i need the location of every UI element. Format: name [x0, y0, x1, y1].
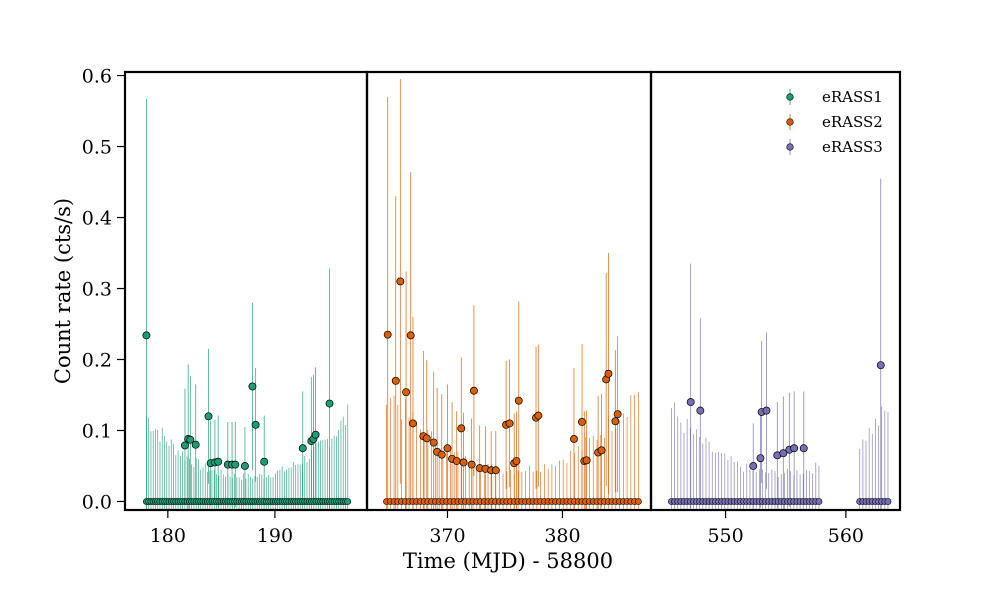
legend-marker	[786, 118, 794, 126]
x-axis-title: Time (MJD) - 58800	[403, 549, 613, 573]
data-point	[696, 406, 705, 415]
data-point	[240, 462, 249, 470]
data-point	[749, 462, 758, 470]
y-tick-label: 0.3	[82, 279, 112, 301]
y-axis-title: Count rate (cts/s)	[51, 198, 75, 384]
data-point	[491, 466, 500, 475]
y-tick-label: 0.6	[82, 66, 112, 88]
data-point	[409, 419, 417, 428]
x-tick-label: 560	[828, 525, 864, 547]
legend-marker	[786, 143, 794, 151]
data-point	[505, 419, 514, 428]
data-point	[597, 446, 606, 455]
y-tick-label: 0.2	[82, 350, 112, 372]
axes-layer: 180 190 370 380 550 560 0.0 0.1 0.2 0.3 0.4 0.5 0.6	[82, 66, 902, 547]
x-tick-label: 190	[257, 525, 293, 547]
legend-label: eRASS2	[822, 113, 883, 131]
legend-item-erass1: eRASS1	[786, 88, 883, 106]
data-point	[514, 396, 523, 405]
legend-item-erass3: eRASS3	[786, 138, 883, 156]
data-point	[457, 424, 466, 433]
data-point	[391, 376, 400, 385]
y-tick-label: 0.1	[82, 420, 112, 442]
data-point	[181, 441, 189, 450]
data-point	[756, 454, 765, 463]
data-point	[260, 457, 269, 466]
data-point	[191, 440, 200, 449]
data-point	[214, 457, 223, 466]
x-tick-label: 550	[707, 525, 743, 547]
data-point	[613, 410, 622, 419]
panel-erass3	[668, 178, 892, 510]
legend-label: eRASS1	[822, 88, 883, 106]
data-point	[884, 498, 892, 505]
data-point	[582, 456, 591, 465]
y-tick-label: 0.4	[82, 208, 112, 230]
panel-erass2	[383, 79, 642, 510]
data-point	[311, 430, 320, 439]
data-point	[325, 399, 334, 408]
data-point	[570, 435, 578, 443]
y-tick-label: 0.5	[82, 137, 112, 159]
data-point	[452, 457, 461, 465]
panel-erass1	[142, 98, 352, 510]
data-point	[604, 369, 613, 378]
data-point	[204, 412, 213, 421]
data-point	[534, 411, 543, 420]
x-tick-label: 180	[150, 525, 186, 547]
legend-marker	[786, 93, 794, 101]
x-tick-label: 370	[429, 525, 465, 547]
data-point	[467, 460, 476, 469]
data-point	[396, 277, 405, 286]
data-point	[383, 330, 392, 339]
legend: eRASS1 eRASS2 eRASS3	[786, 88, 883, 156]
data-point	[142, 331, 151, 340]
data-point	[815, 498, 823, 505]
data-point	[762, 406, 771, 415]
data-point	[578, 418, 586, 426]
data-point	[799, 444, 808, 453]
data-point	[344, 498, 352, 505]
data-point	[402, 388, 411, 397]
data-point	[779, 449, 788, 458]
data-point	[422, 434, 431, 443]
data-point	[876, 361, 885, 370]
data-point	[443, 444, 452, 453]
y-tick-label: 0.0	[82, 491, 112, 513]
plot-layer	[142, 79, 892, 510]
data-point	[686, 398, 695, 407]
legend-item-erass2: eRASS2	[786, 113, 883, 131]
data-point	[429, 438, 438, 447]
data-point	[512, 457, 521, 465]
data-point	[469, 386, 478, 395]
data-point	[298, 444, 307, 453]
legend-label: eRASS3	[822, 138, 883, 156]
data-point	[251, 420, 260, 429]
data-point	[634, 498, 642, 505]
data-point	[406, 331, 415, 340]
data-point	[459, 458, 468, 467]
data-point	[437, 450, 446, 459]
data-point	[611, 417, 620, 426]
panel-frame	[123, 70, 369, 512]
x-tick-label: 380	[544, 525, 580, 547]
data-point	[790, 444, 799, 453]
panel-frame	[649, 70, 902, 512]
data-point	[186, 435, 195, 444]
data-point	[248, 382, 257, 391]
data-point	[231, 460, 240, 469]
